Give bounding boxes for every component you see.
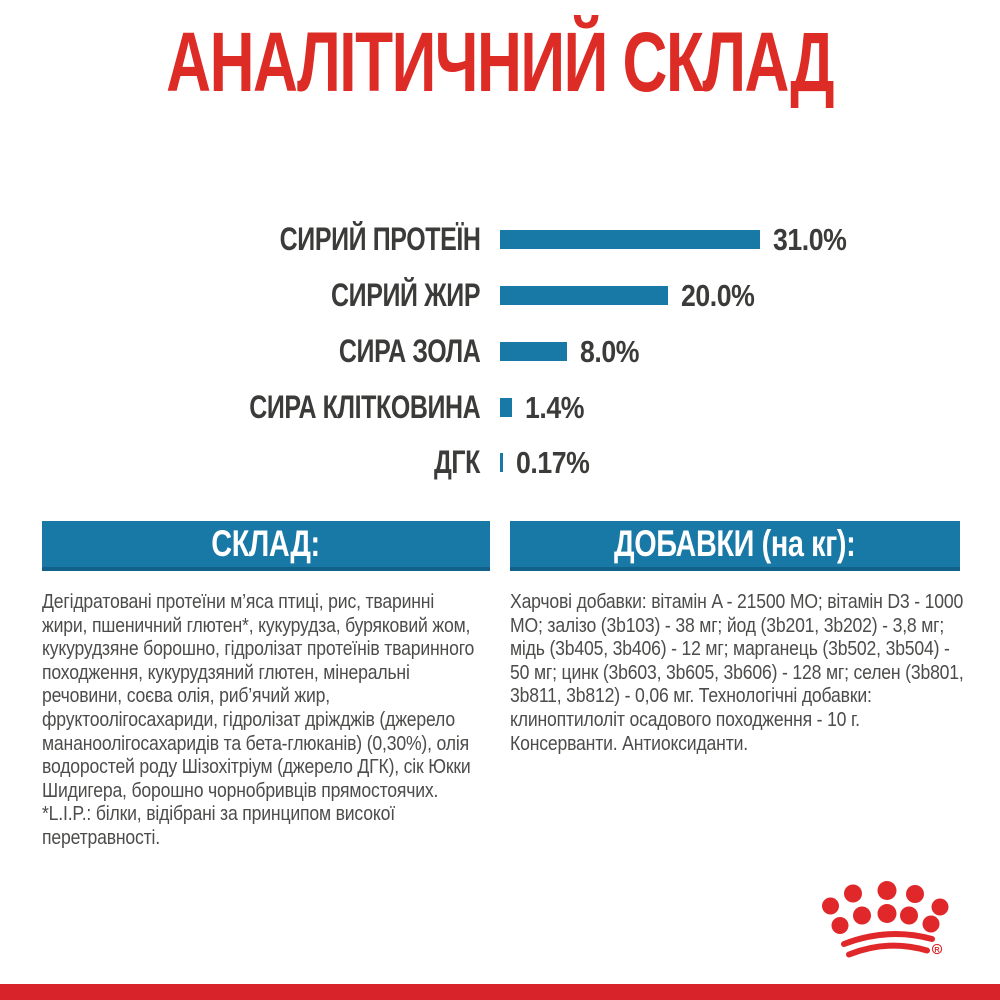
bar-category-label: СИРИЙ ПРОТЕЇН bbox=[279, 221, 480, 257]
bar-category-label: СИРИЙ ЖИР bbox=[330, 277, 480, 313]
composition-header-label: СКЛАД: bbox=[211, 523, 321, 564]
bar bbox=[500, 398, 512, 417]
additives-body-text: Харчові добавки: вітамін A - 21500 МО; в… bbox=[510, 591, 964, 755]
bar-value-label: 8.0% bbox=[580, 334, 640, 369]
svg-text:R: R bbox=[934, 945, 940, 954]
bar-value-label: 20.0% bbox=[681, 278, 755, 313]
composition-section-header: СКЛАД: bbox=[42, 521, 490, 571]
composition-footnote: *L.I.P.: білки, відібрані за принципом в… bbox=[42, 803, 395, 849]
bar-category-label: ДГК bbox=[434, 444, 480, 480]
royal-canin-crown-icon: R bbox=[822, 881, 949, 958]
analytical-composition-bar-chart: СИРИЙ ПРОТЕЇН 31.0% СИРИЙ ЖИР 20.0% СИРА ЗОЛ… bbox=[0, 221, 1000, 480]
bar bbox=[500, 286, 668, 305]
chart-row: СИРИЙ ЖИР 20.0% bbox=[0, 277, 1000, 313]
bar bbox=[500, 230, 760, 249]
chart-row: СИРИЙ ПРОТЕЇН 31.0% bbox=[0, 221, 1000, 257]
bar-category-label: СИРА КЛІТКОВИНА bbox=[248, 389, 481, 425]
chart-row: СИРА ЗОЛА 8.0% bbox=[0, 333, 1000, 369]
additives-header-label: ДОБАВКИ (на кг): bbox=[614, 523, 856, 564]
footer-red-bar bbox=[0, 984, 1000, 1000]
chart-row: ДГК 0.17% bbox=[0, 444, 1000, 480]
composition-body-text: Дегідратовані протеїни м’яса птиці, рис,… bbox=[42, 591, 475, 802]
registered-trademark-icon: R bbox=[931, 943, 943, 955]
bar-value-label: 31.0% bbox=[773, 222, 847, 257]
bar bbox=[500, 342, 567, 361]
bar-value-label: 0.17% bbox=[516, 445, 590, 480]
additives-text-block: Харчові добавки: вітамін A - 21500 МО; в… bbox=[510, 591, 966, 756]
bar-value-label: 1.4% bbox=[525, 390, 585, 425]
bar bbox=[500, 453, 503, 472]
page-title: АНАЛІТИЧНИЙ СКЛАД bbox=[166, 15, 835, 109]
bar-category-label: СИРА ЗОЛА bbox=[338, 333, 480, 369]
additives-section-header: ДОБАВКИ (на кг): bbox=[510, 521, 960, 571]
composition-text-block: Дегідратовані протеїни м’яса птиці, рис,… bbox=[42, 591, 475, 851]
chart-row: СИРА КЛІТКОВИНА 1.4% bbox=[0, 389, 1000, 425]
